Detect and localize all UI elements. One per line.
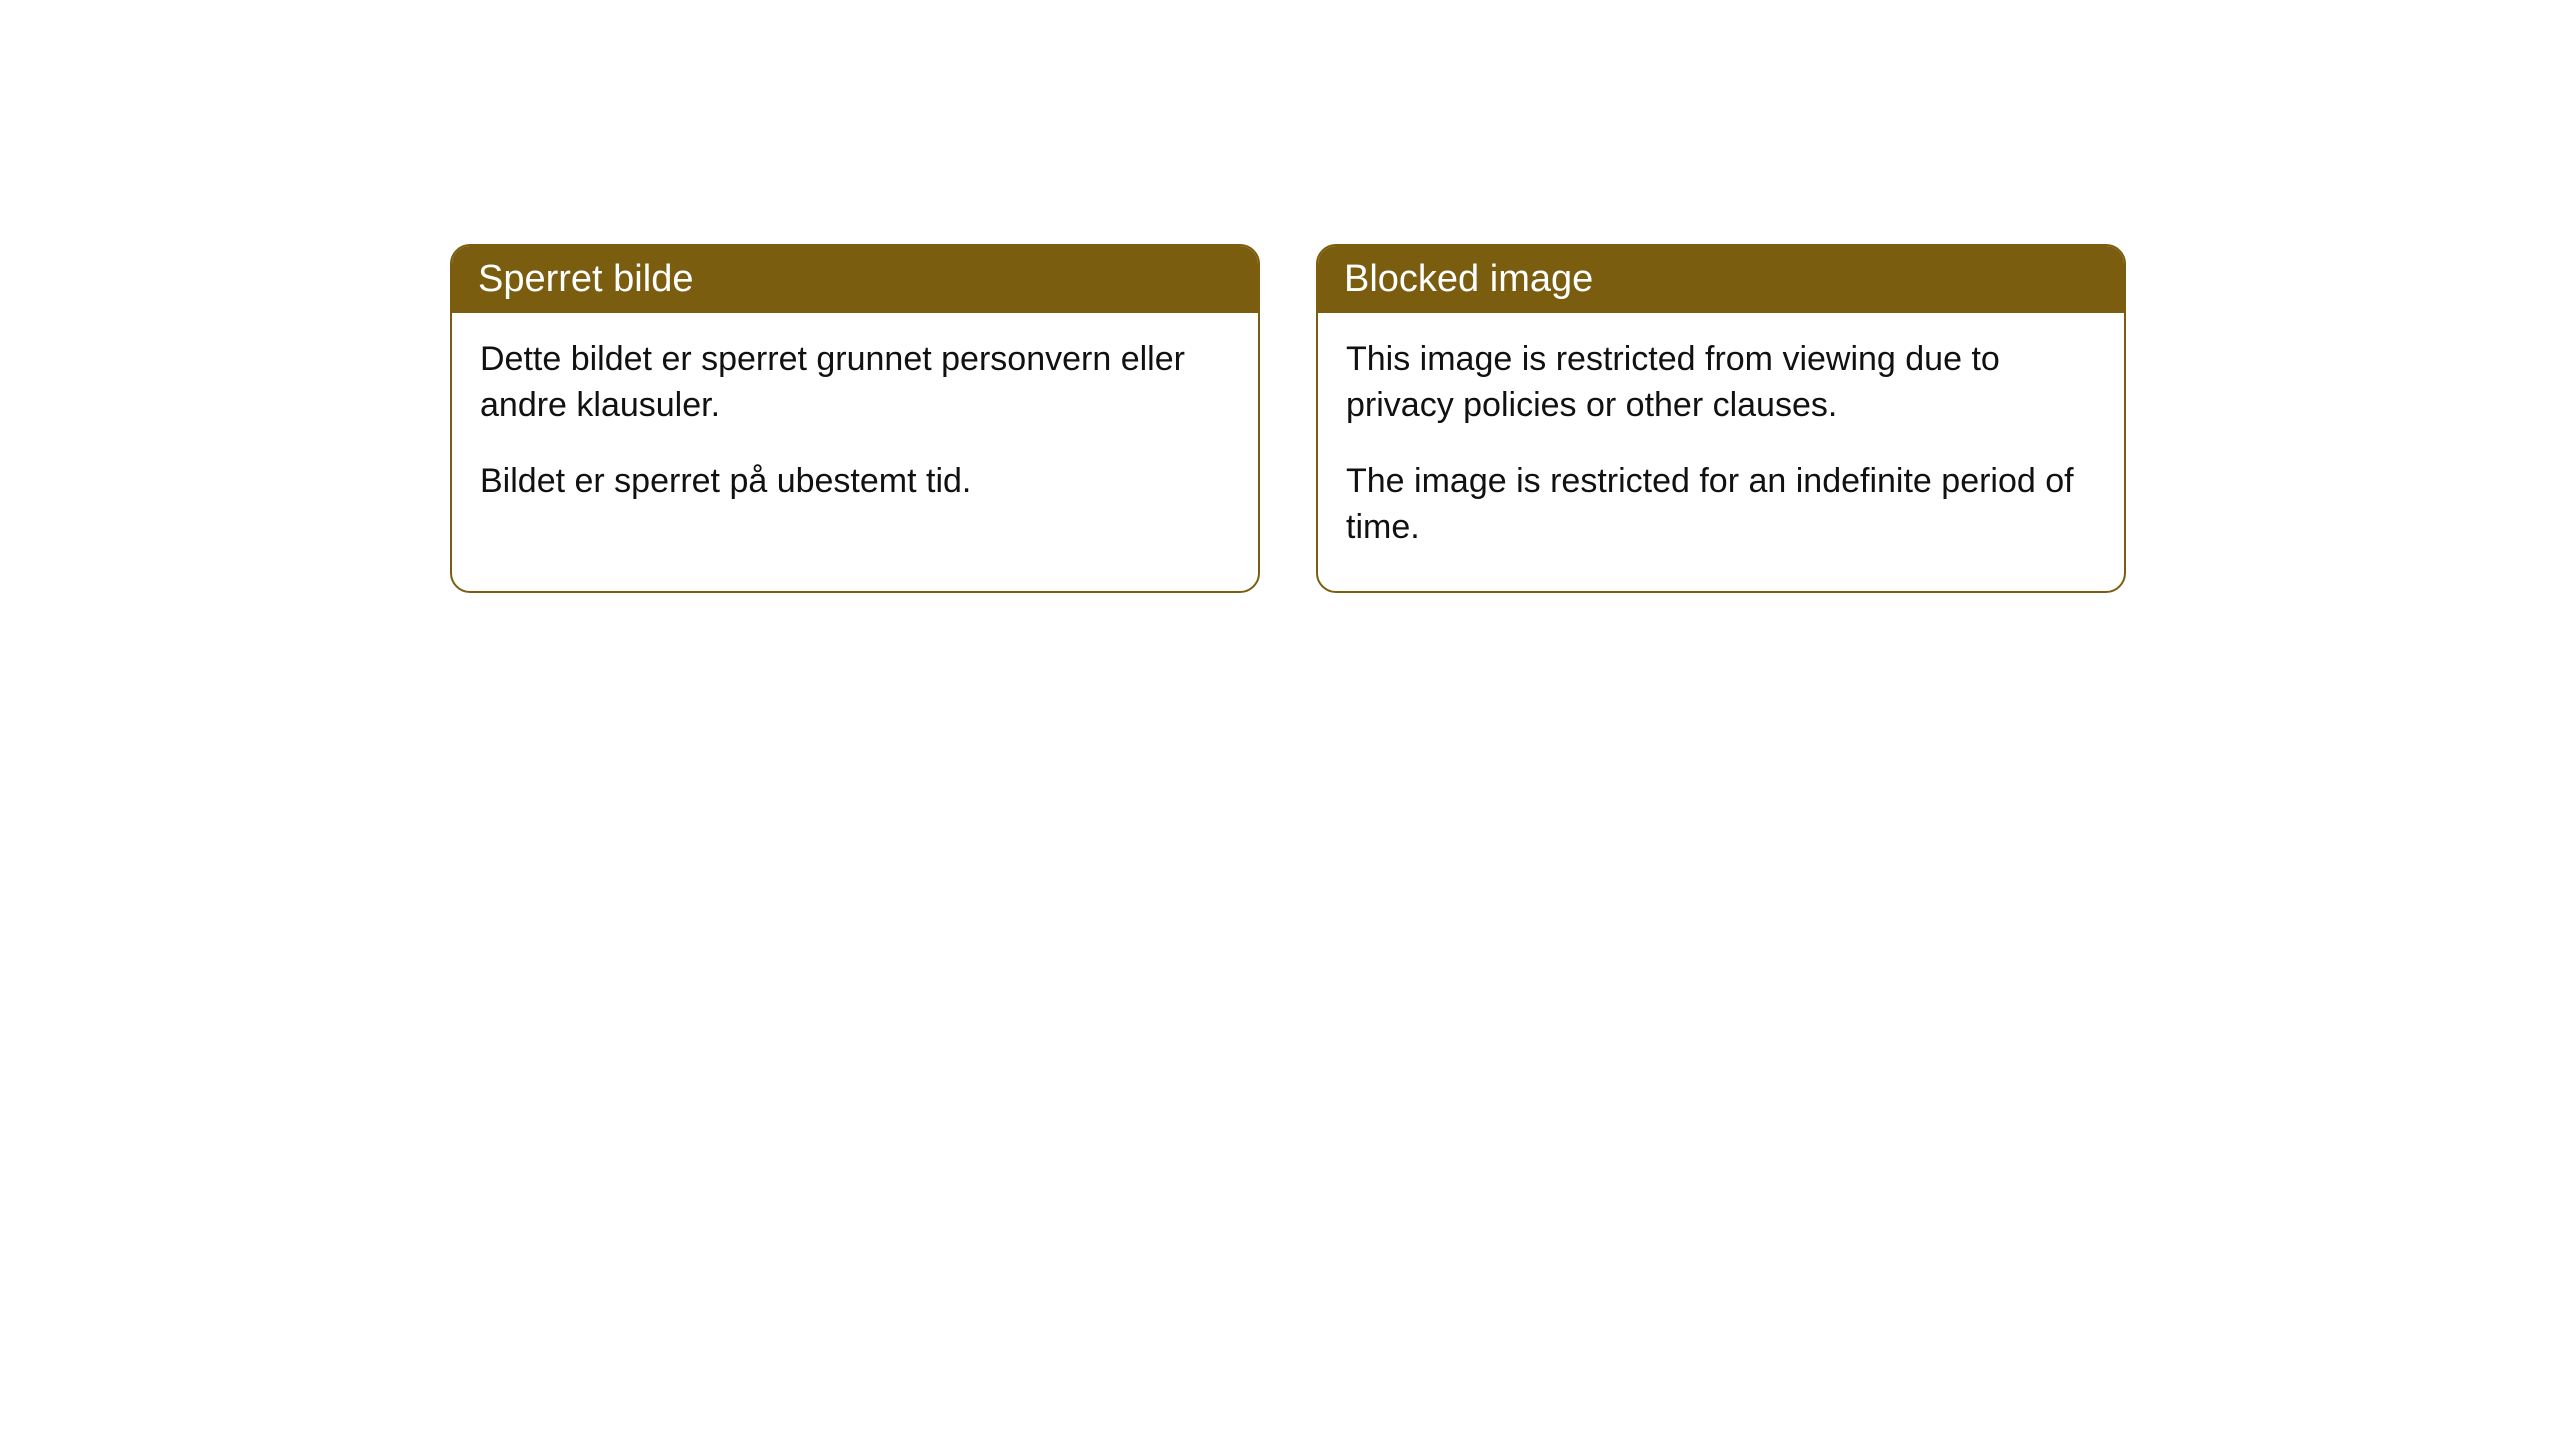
card-paragraph: Dette bildet er sperret grunnet personve… bbox=[480, 337, 1230, 429]
card-title: Blocked image bbox=[1344, 258, 1593, 300]
card-paragraph: This image is restricted from viewing du… bbox=[1346, 337, 2096, 429]
notice-card-norwegian: Sperret bilde Dette bildet er sperret gr… bbox=[450, 244, 1260, 593]
notice-card-english: Blocked image This image is restricted f… bbox=[1316, 244, 2126, 593]
card-paragraph: The image is restricted for an indefinit… bbox=[1346, 459, 2096, 551]
card-body: Dette bildet er sperret grunnet personve… bbox=[452, 313, 1258, 545]
card-paragraph: Bildet er sperret på ubestemt tid. bbox=[480, 459, 1230, 505]
card-header: Sperret bilde bbox=[452, 246, 1258, 313]
notice-cards-container: Sperret bilde Dette bildet er sperret gr… bbox=[450, 244, 2126, 593]
card-body: This image is restricted from viewing du… bbox=[1318, 313, 2124, 591]
card-header: Blocked image bbox=[1318, 246, 2124, 313]
card-title: Sperret bilde bbox=[478, 258, 693, 300]
